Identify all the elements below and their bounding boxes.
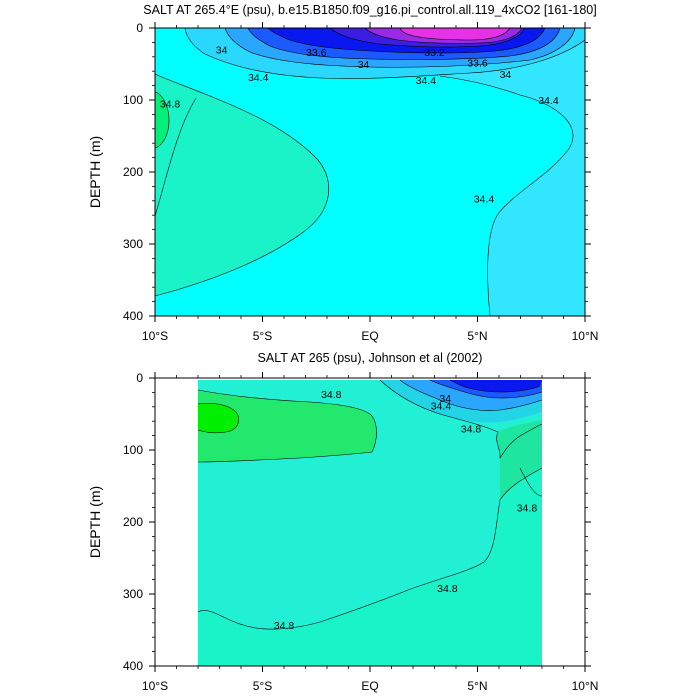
bottom-contour-line [399, 379, 543, 411]
top-contour-label: 33.6 [467, 58, 488, 70]
top-y-axis-label: DEPTH (m) [87, 136, 103, 208]
bottom-x-tick-label: 5°N [467, 679, 487, 693]
top-y-tick-label: 400 [123, 309, 143, 323]
bottom-contour-line [197, 389, 377, 463]
top-x-tick-label: 10°N [572, 329, 599, 343]
top-contour-label: 33.2 [424, 47, 445, 59]
bottom-x-tick-label: 10°N [572, 679, 599, 693]
top-plot-area [154, 27, 586, 317]
top-fill-region [155, 28, 329, 296]
top-fill-region [440, 28, 585, 316]
top-contour-label: 34.8 [160, 99, 181, 111]
top-x-tick-label: 5°S [253, 329, 272, 343]
top-contour-label: 34.4 [538, 95, 559, 107]
top-contour-label: 34 [500, 69, 512, 81]
bottom-chart-title: SALT AT 265 (psu), Johnson et al (2002) [258, 351, 483, 365]
bottom-panel: SALT AT 265 (psu), Johnson et al (2002) [87, 351, 598, 693]
bottom-contour-line [379, 379, 543, 459]
bottom-contour-label: 34.8 [437, 583, 458, 595]
top-fill-region [400, 28, 510, 40]
bottom-contour-label: 34.4 [431, 400, 452, 412]
bottom-contour-line [197, 402, 239, 434]
top-contour-label: 34.4 [416, 75, 437, 87]
bottom-contour-line [197, 467, 543, 630]
bottom-plot-area [155, 378, 585, 666]
bottom-y-tick-label: 100 [123, 443, 143, 457]
top-contour-label: 34 [358, 59, 370, 71]
top-contour-line [329, 27, 526, 48]
top-contour-line [399, 27, 511, 41]
top-contour-line [224, 27, 576, 68]
top-contour-label: 34.4 [248, 72, 269, 84]
top-contour-label: 33.6 [306, 47, 327, 59]
bottom-contour-label: 34.8 [321, 389, 342, 401]
top-contour-line [154, 73, 330, 297]
bottom-x-tick-label: 5°S [253, 679, 272, 693]
bottom-y-tick-label: 300 [123, 587, 143, 601]
bottom-contour-label: 34.8 [274, 620, 295, 632]
bottom-contour-line [429, 379, 543, 399]
bottom-contour-label: 34 [439, 393, 451, 405]
top-axis-ticks: 10°S 5°S EQ 5°N 10°N 0 100 200 300 400 [123, 21, 598, 343]
top-y-tick-label: 100 [123, 93, 143, 107]
top-contour-line [267, 27, 546, 54]
bottom-axis-ticks: 10°S 5°S EQ 5°N 10°N 0 100 200 300 400 [123, 371, 598, 693]
top-panel: SALT AT 265.4°E (psu), b.e15.B1850.f09_g… [87, 3, 598, 343]
bottom-contour-label: 34.8 [461, 423, 482, 435]
top-contour-line [154, 97, 197, 217]
bottom-y-tick-label: 400 [123, 659, 143, 673]
top-contour-labels: 34 33.6 33.2 34 33.6 34 34.4 34.4 34.4 34.8 34.4 [160, 45, 559, 206]
bottom-contour-label: 34.8 [517, 503, 538, 515]
bottom-y-tick-label: 200 [123, 515, 143, 529]
top-x-tick-label: 10°S [142, 329, 168, 343]
top-contour-line [439, 75, 574, 317]
top-contour-label: 34.4 [474, 194, 495, 206]
top-y-tick-label: 0 [136, 21, 143, 35]
top-contour-label: 34 [216, 45, 228, 57]
top-contour-line [184, 27, 586, 79]
bottom-y-axis-label: DEPTH (m) [87, 486, 103, 558]
top-y-tick-label: 300 [123, 237, 143, 251]
top-contour-line [154, 91, 170, 149]
top-contour-line [247, 27, 561, 60]
top-contour-line [364, 27, 523, 44]
bottom-fill-region [198, 403, 239, 433]
top-x-tick-label: EQ [361, 329, 378, 343]
bottom-x-tick-label: 10°S [142, 679, 168, 693]
bottom-fill-region [198, 380, 377, 462]
top-chart-title: SALT AT 265.4°E (psu), b.e15.B1850.f09_g… [143, 3, 596, 17]
top-y-tick-label: 200 [123, 165, 143, 179]
bottom-y-tick-label: 0 [136, 371, 143, 385]
top-x-tick-label: 5°N [467, 329, 487, 343]
bottom-x-tick-label: EQ [361, 679, 378, 693]
bottom-contour-line [449, 379, 541, 393]
top-fill-region [155, 92, 169, 148]
bottom-contour-line [519, 467, 543, 497]
